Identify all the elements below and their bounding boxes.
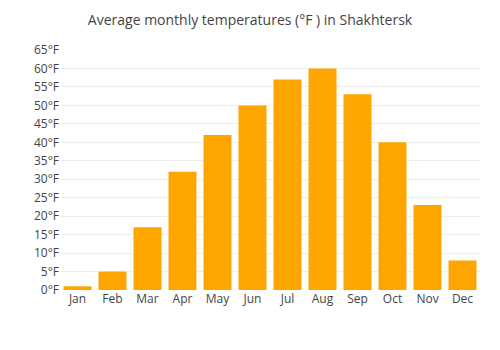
svg-text:Sep: Sep: [347, 290, 368, 307]
svg-text:50°F: 50°F: [34, 97, 59, 114]
svg-text:Oct: Oct: [383, 290, 402, 307]
svg-text:60°F: 60°F: [34, 60, 59, 77]
svg-text:25°F: 25°F: [34, 189, 59, 206]
svg-text:30°F: 30°F: [34, 170, 59, 187]
svg-text:Aug: Aug: [312, 290, 334, 307]
svg-text:20°F: 20°F: [34, 207, 59, 224]
svg-text:40°F: 40°F: [34, 134, 59, 151]
svg-text:15°F: 15°F: [34, 226, 59, 243]
svg-text:Average monthly temperatures (: Average monthly temperatures (°F ) in Sh…: [88, 10, 413, 29]
svg-text:Apr: Apr: [173, 290, 193, 307]
svg-text:5°F: 5°F: [41, 263, 59, 280]
svg-text:35°F: 35°F: [34, 152, 59, 169]
svg-text:55°F: 55°F: [34, 78, 59, 95]
svg-text:10°F: 10°F: [34, 244, 59, 261]
svg-text:Jan: Jan: [68, 290, 86, 307]
svg-text:65°F: 65°F: [34, 41, 59, 58]
svg-text:45°F: 45°F: [34, 115, 59, 132]
svg-text:Jul: Jul: [280, 290, 295, 307]
svg-text:Dec: Dec: [452, 290, 473, 307]
svg-text:Feb: Feb: [102, 290, 122, 307]
svg-text:0°F: 0°F: [41, 281, 59, 298]
svg-text:Nov: Nov: [416, 290, 438, 307]
svg-text:Mar: Mar: [136, 290, 158, 307]
svg-text:Jun: Jun: [243, 290, 262, 307]
svg-text:May: May: [206, 290, 230, 307]
